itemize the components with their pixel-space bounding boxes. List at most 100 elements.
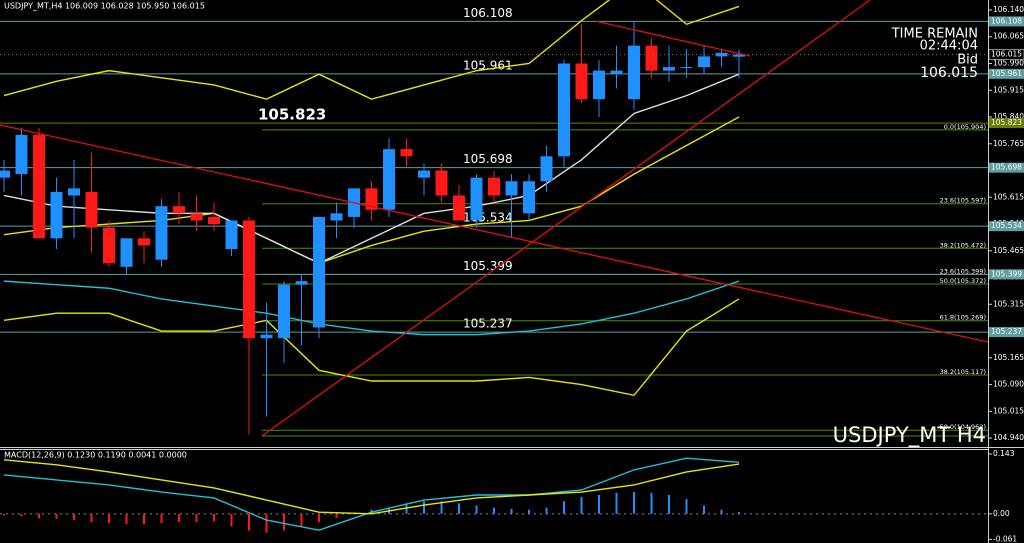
candle-body — [85, 191, 98, 228]
fib-label: 38.2(105.472) — [940, 241, 986, 249]
macd-y-tick-label: 0.143 — [993, 449, 1015, 458]
fib-label: 23.6(105.597) — [940, 197, 986, 205]
level-tag-label: 105.534 — [991, 221, 1022, 230]
macd-bar — [440, 501, 443, 514]
overlay-line — [3, 73, 740, 265]
bid-label: Bid — [957, 53, 978, 68]
candle-body — [470, 177, 483, 221]
bid-tag — [988, 49, 1024, 60]
candle-body — [523, 181, 535, 214]
y-tick-label: 105.465 — [993, 246, 1024, 255]
candle-body — [138, 238, 150, 246]
candle-body — [400, 149, 413, 157]
macd-bar — [633, 492, 635, 514]
macd-bar — [738, 512, 740, 514]
candle-body — [260, 334, 273, 339]
candle-body — [558, 63, 570, 157]
fib-label: 23.6(105.399) — [940, 267, 986, 275]
candle-body — [575, 63, 588, 100]
candle-body — [628, 45, 640, 100]
macd-bar — [55, 513, 58, 519]
fib-label: 50.0(104.962) — [940, 423, 986, 431]
trendlines — [0, 0, 988, 437]
bid-value: 106.015 — [920, 65, 978, 81]
axes: 106.140 106.065 105.990 105.915 105.840 105.7… — [988, 5, 1024, 543]
candle-body — [383, 149, 395, 210]
macd-bar — [423, 501, 425, 514]
macd-bar — [528, 509, 530, 514]
candle-body — [120, 238, 133, 267]
level-tag-label: 105.399 — [991, 269, 1022, 278]
y-tick-label: 105.165 — [993, 353, 1024, 362]
y-tick-label: 105.615 — [993, 192, 1024, 201]
macd-bar — [720, 509, 723, 514]
level-tag — [989, 16, 1024, 27]
candle-body — [593, 70, 605, 100]
candle-body — [173, 206, 185, 214]
macd-bar — [580, 497, 583, 514]
y-tick-label: 105.840 — [993, 112, 1024, 121]
candle-body — [33, 134, 45, 239]
macd-bar — [230, 513, 233, 527]
macd-bar — [195, 513, 198, 523]
y-tick-label: 104.940 — [993, 433, 1024, 442]
macd-bar — [3, 513, 5, 516]
macd-bar — [213, 513, 215, 522]
overlay-line — [3, 298, 740, 397]
candle-body — [663, 67, 675, 71]
candle-body — [0, 170, 10, 178]
candle-body — [488, 177, 500, 196]
level-tag-label: 105.237 — [991, 327, 1022, 336]
candle-body — [103, 227, 115, 264]
level-label: 105.961 — [463, 58, 513, 72]
macd-bar — [125, 513, 128, 525]
macd-bar — [248, 513, 250, 531]
level-label: 105.237 — [463, 317, 513, 331]
y-tick-label: 106.140 — [993, 5, 1024, 14]
time-remain: 02:44:04 — [920, 39, 978, 54]
macd-y-tick-label: -0.061 — [993, 534, 1017, 543]
candle-body — [698, 56, 710, 68]
level-label: 106.108 — [463, 6, 513, 20]
time-remain-label: TIME REMAIN — [891, 27, 978, 42]
fib-label: 38.2(105.117) — [940, 368, 986, 376]
level-tag-label: 105.698 — [991, 163, 1022, 172]
candle-body — [645, 45, 658, 71]
candle-body — [155, 206, 168, 260]
macd-bar — [90, 513, 93, 523]
bid-tag-label: 106.015 — [991, 50, 1022, 59]
macd-y-tick-label: 0.00 — [993, 509, 1010, 518]
level-tag — [989, 68, 1024, 79]
main-panel: 0.0(105.904) 23.6(105.597) 38.2(105.472) 23… — [0, 0, 988, 435]
candle-body — [225, 220, 238, 250]
macd-bar — [318, 513, 320, 523]
y-tick-label: 105.915 — [993, 85, 1024, 94]
chart-header: USDJPY_MT,H4 106.009 106.028 105.950 106… — [4, 2, 205, 11]
macd-bar — [598, 495, 600, 514]
candle-body — [418, 170, 430, 178]
level-tag-label: 105.961 — [991, 69, 1022, 78]
level-tag — [989, 162, 1024, 173]
macd-bar — [38, 513, 40, 519]
y-tick-label: 105.015 — [993, 406, 1024, 415]
candle-body — [190, 213, 203, 221]
candle-body — [733, 54, 745, 57]
candle-body — [365, 188, 378, 210]
candle-body — [313, 216, 325, 328]
candle-body — [278, 284, 290, 339]
candle-body — [540, 156, 553, 182]
fib-label: 0.0(105.904) — [944, 123, 986, 131]
overlay-line — [3, 116, 740, 265]
fib-label: 61.8(105.269) — [940, 314, 986, 322]
macd-bar — [20, 513, 23, 517]
macd-bar — [545, 507, 548, 514]
y-tick-label: 106.065 — [993, 32, 1024, 41]
candle-body — [435, 170, 448, 196]
candle-body — [680, 67, 693, 69]
candle-body — [243, 220, 255, 339]
level-tag — [989, 118, 1024, 129]
candle-body — [610, 70, 623, 75]
y-tick-label: 105.315 — [993, 299, 1024, 308]
y-tick-label: 105.765 — [993, 139, 1024, 148]
